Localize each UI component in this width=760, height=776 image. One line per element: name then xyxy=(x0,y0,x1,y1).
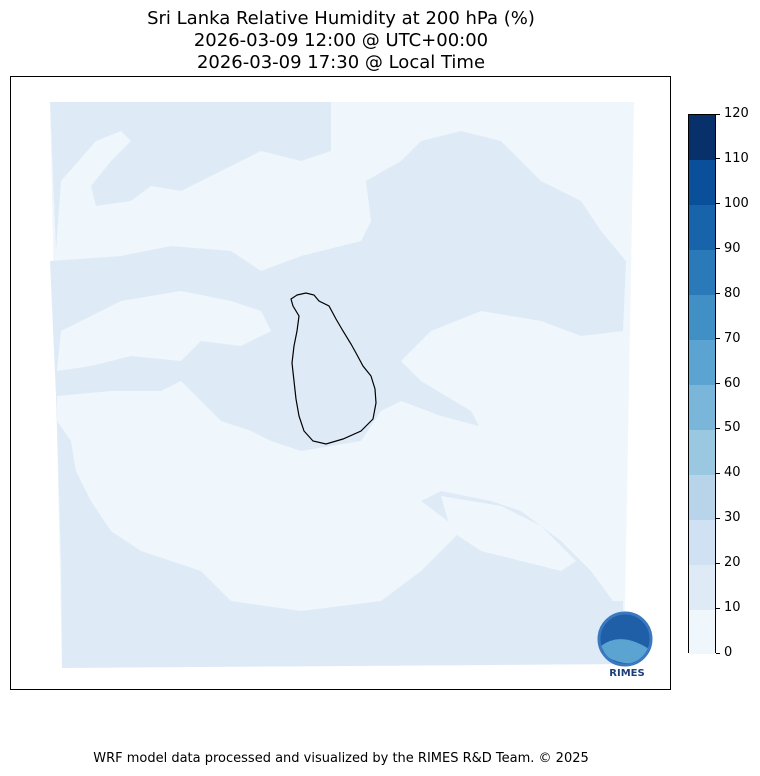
colorbar-tick-label: 50 xyxy=(724,420,741,436)
colorbar-segment xyxy=(689,564,715,610)
colorbar-tick-label: 10 xyxy=(724,600,741,616)
colorbar-segment xyxy=(689,474,715,520)
colorbar-tick-label: 80 xyxy=(724,285,741,301)
colorbar-tick-label: 30 xyxy=(724,510,741,526)
colorbar-tick-label: 20 xyxy=(724,555,741,571)
colorbar-tick-mark xyxy=(716,338,720,340)
colorbar-tick-mark xyxy=(716,383,720,384)
colorbar-tick-mark xyxy=(716,562,720,564)
colorbar-tick-label: 40 xyxy=(724,465,741,481)
title-line-1: Sri Lanka Relative Humidity at 200 hPa (… xyxy=(147,8,535,29)
humidity-map: RIMES xyxy=(50,102,653,679)
colorbar-tick-mark xyxy=(716,427,720,429)
colorbar-tick-mark xyxy=(716,113,720,115)
title-line-2: 2026-03-09 12:00 @ UTC+00:00 xyxy=(193,30,489,51)
colorbar-tick-label: 100 xyxy=(724,195,749,211)
colorbar-tick-label: 90 xyxy=(724,240,741,256)
colorbar-tick-mark xyxy=(716,158,720,160)
colorbar xyxy=(688,114,716,655)
colorbar-tick-mark xyxy=(716,517,720,519)
svg-text:RIMES: RIMES xyxy=(609,668,644,679)
colorbar-segment xyxy=(689,159,715,206)
rimes-logo: RIMES xyxy=(597,611,653,679)
title-line-3: 2026-03-09 17:30 @ Local Time xyxy=(196,52,486,73)
colorbar-tick-mark xyxy=(716,607,720,609)
colorbar-tick-mark xyxy=(716,472,720,474)
field-10-20-north xyxy=(50,102,331,251)
colorbar-segment xyxy=(689,204,715,251)
colorbar-segment xyxy=(689,384,715,430)
colorbar-segment xyxy=(689,429,715,475)
colorbar-tick-label: 0 xyxy=(724,645,733,660)
colorbar-tick-mark xyxy=(716,652,720,654)
colorbar-tick-mark xyxy=(716,293,720,295)
colorbar-tick-mark xyxy=(716,203,720,205)
sri-lanka-coastline xyxy=(290,292,377,445)
colorbar-tick-mark xyxy=(716,248,720,250)
colorbar-segment xyxy=(689,115,715,161)
colorbar-tick-label: 110 xyxy=(724,150,749,166)
map-frame: RIMES xyxy=(10,76,671,690)
colorbar-segment xyxy=(689,339,715,385)
colorbar-tick-label: 70 xyxy=(724,330,741,346)
colorbar-tick-label: 60 xyxy=(724,375,741,391)
colorbar-tick-label: 120 xyxy=(724,106,749,121)
colorbar-segment xyxy=(689,519,715,565)
colorbar-segment xyxy=(689,294,715,341)
colorbar-segment xyxy=(689,609,715,655)
footer-credit: WRF model data processed and visualized … xyxy=(93,751,589,766)
colorbar-segment xyxy=(689,249,715,296)
field-0-10-patch xyxy=(57,291,271,371)
field-0-10-patch-2 xyxy=(441,496,576,571)
